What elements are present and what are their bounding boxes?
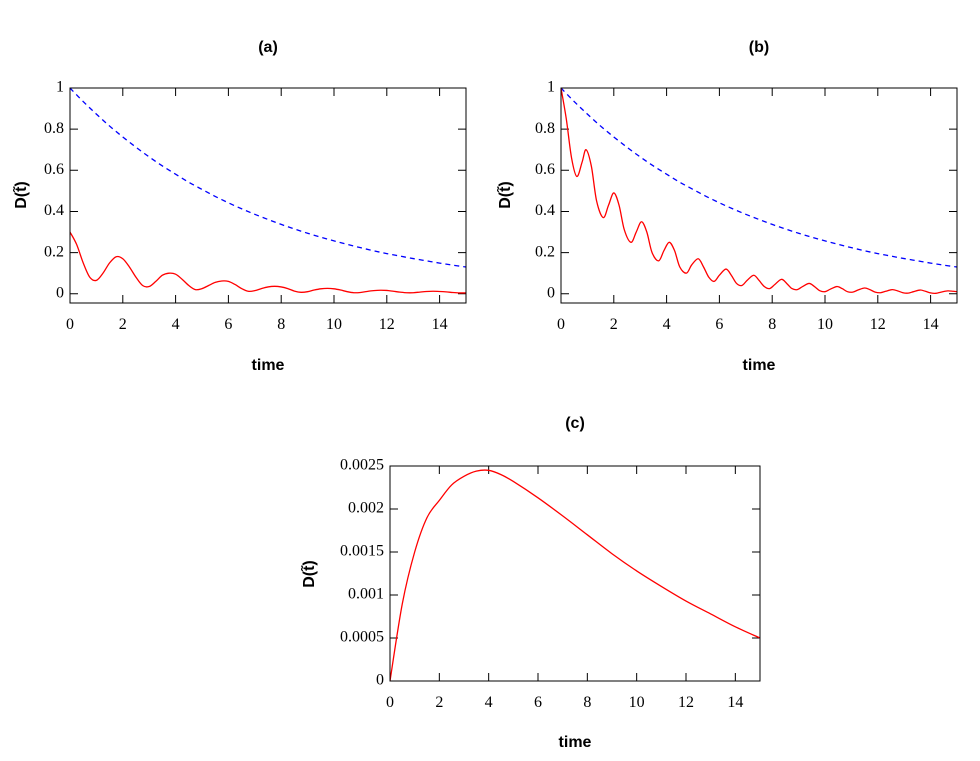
y-tick-label: 0 [56,284,64,301]
y-tick-label: 0.6 [535,161,555,178]
y-tick-label: 0.002 [348,500,384,517]
x-tick-label: 2 [610,316,618,333]
data-line [561,88,957,295]
data-line [70,231,466,294]
x-tick-label: 2 [119,316,127,333]
x-axis-label: time [252,357,285,374]
plot-frame [389,465,761,682]
y-tick-label: 0.2 [44,243,64,260]
x-tick-label: 10 [629,694,645,711]
x-tick-label: 14 [727,694,743,711]
x-tick-label: 2 [435,694,443,711]
x-tick-label: 12 [870,316,886,333]
x-tick-label: 4 [485,694,493,711]
y-tick-label: 0.8 [44,120,64,137]
data-line [390,469,760,681]
x-tick-label: 4 [172,316,180,333]
x-axis-label: time [743,357,776,374]
x-axis-label: time [559,734,592,751]
y-tick-label: 0.0025 [340,457,384,474]
x-tick-label: 6 [715,316,723,333]
plot-frame [69,87,467,304]
y-tick-label: 1 [56,79,64,96]
x-tick-label: 8 [583,694,591,711]
y-tick-label: 0.0015 [340,543,384,560]
x-tick-label: 8 [768,316,776,333]
x-tick-label: 12 [678,694,694,711]
y-tick-label: 0.4 [44,202,64,219]
x-tick-label: 0 [66,316,74,333]
x-tick-label: 4 [663,316,671,333]
data-line [561,88,957,268]
y-axis-label: D(t̃) [11,181,30,209]
chart-title: (c) [565,415,585,432]
y-tick-label: 0.2 [535,243,555,260]
y-axis-label: D(t̃) [495,181,514,209]
y-tick-label: 0.4 [535,202,555,219]
y-axis-label: D(t̃) [299,560,318,588]
y-tick-label: 0.8 [535,120,555,137]
x-tick-label: 6 [534,694,542,711]
x-tick-label: 6 [224,316,232,333]
y-tick-label: 0.6 [44,161,64,178]
x-tick-label: 12 [379,316,395,333]
chart-title: (b) [749,39,769,56]
y-tick-label: 0.001 [348,586,384,603]
x-tick-label: 0 [557,316,565,333]
y-tick-label: 0 [376,672,384,689]
x-tick-label: 10 [326,316,342,333]
x-tick-label: 8 [277,316,285,333]
data-line [70,88,466,268]
x-tick-label: 14 [432,316,448,333]
x-tick-label: 10 [817,316,833,333]
plot-frame [560,87,958,304]
y-tick-label: 0.0005 [340,629,384,646]
y-tick-label: 0 [547,284,555,301]
x-tick-label: 0 [386,694,394,711]
x-tick-label: 14 [923,316,939,333]
y-tick-label: 1 [547,79,555,96]
chart-title: (a) [258,39,278,56]
